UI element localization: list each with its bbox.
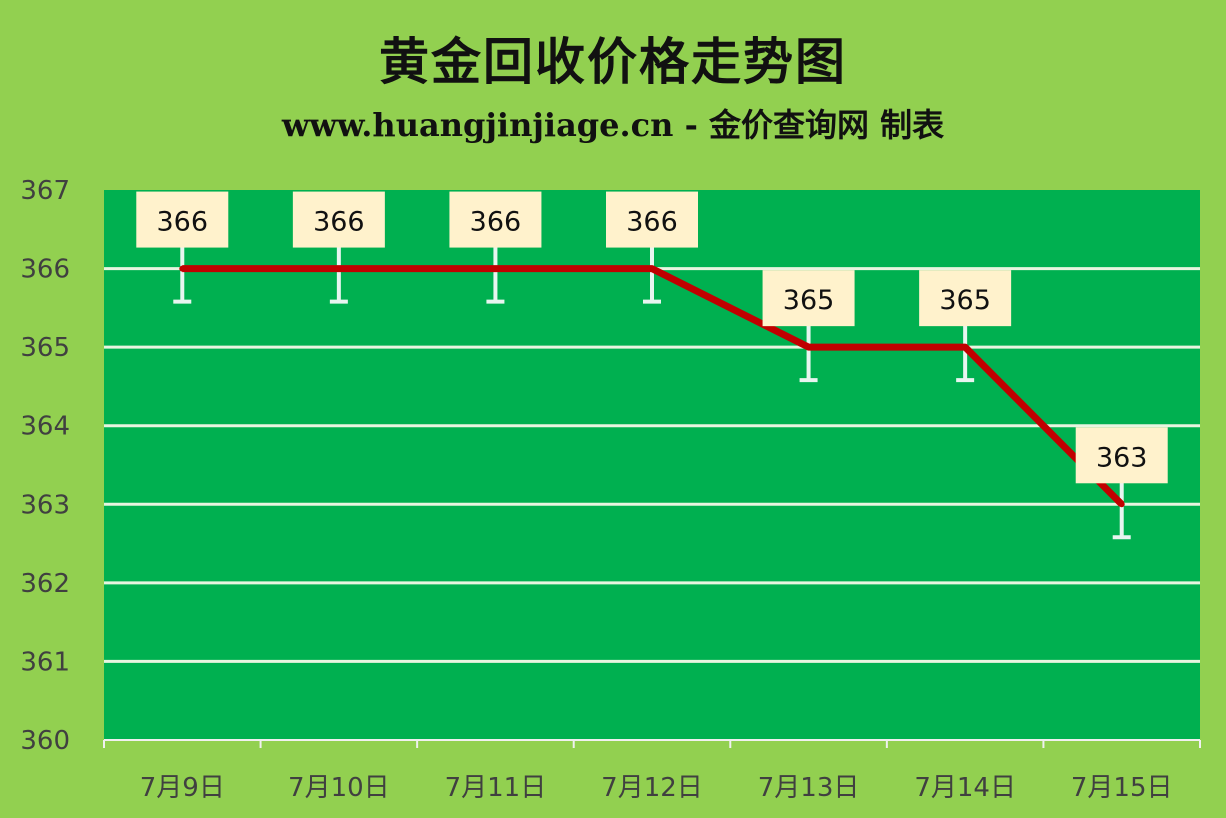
data-label: 366 [157, 207, 209, 238]
data-label-box [606, 191, 698, 248]
data-label-box [136, 191, 229, 248]
data-point [492, 265, 499, 272]
x-tick-label: 7月10日 [288, 773, 390, 803]
chart-subtitle: www.huangjinjiage.cn - 金价查询网 制表 [281, 106, 945, 144]
x-tick-label: 7月9日 [140, 773, 225, 803]
data-label-box [449, 191, 542, 248]
y-tick-label: 362 [20, 569, 70, 599]
data-point [1118, 501, 1125, 508]
data-label: 366 [626, 207, 678, 238]
x-tick-label: 7月12日 [601, 773, 703, 803]
data-label: 366 [470, 207, 522, 238]
y-tick-label: 361 [20, 647, 70, 677]
y-tick-label: 363 [20, 490, 70, 520]
data-label-box [1075, 427, 1168, 484]
data-label: 365 [783, 285, 835, 316]
data-point [335, 265, 342, 272]
y-tick-label: 367 [20, 176, 70, 206]
x-tick-label: 7月11日 [445, 773, 547, 803]
data-label: 366 [313, 207, 365, 238]
data-label-box [762, 270, 855, 327]
y-tick-label: 366 [20, 255, 70, 285]
data-point [179, 265, 186, 272]
x-tick-label: 7月13日 [758, 773, 860, 803]
y-tick-label: 365 [20, 333, 70, 363]
data-point [805, 344, 812, 351]
data-label: 363 [1096, 442, 1148, 473]
y-tick-label: 360 [20, 726, 70, 756]
data-label: 365 [939, 285, 991, 316]
y-tick-label: 364 [20, 412, 70, 442]
chart-title: 黄金回收价格走势图 [379, 32, 847, 91]
data-point [962, 344, 969, 351]
x-tick-label: 7月15日 [1071, 773, 1173, 803]
data-point [649, 265, 655, 272]
data-label-box [292, 191, 385, 248]
data-label-box [919, 270, 1012, 327]
x-tick-label: 7月14日 [914, 773, 1016, 803]
